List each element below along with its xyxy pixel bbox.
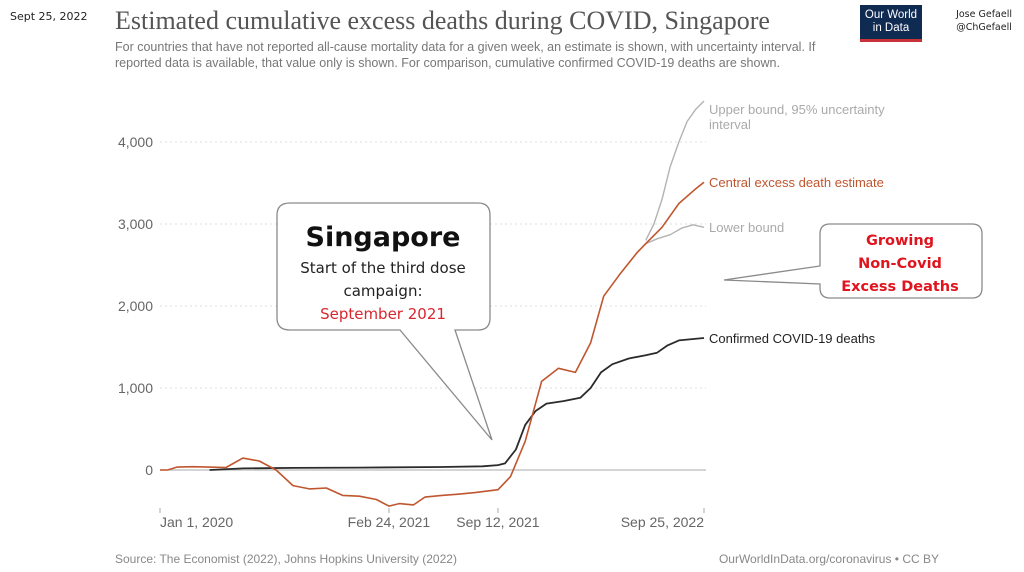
date-stamp: Sept 25, 2022 [10, 10, 88, 23]
series-label-confirmed: Confirmed COVID-19 deaths [709, 331, 876, 346]
x-tick-label: Sep 25, 2022 [621, 514, 705, 530]
series-label-upper: Upper bound, 95% uncertainty interval [709, 102, 885, 132]
y-tick-label: 4,000 [118, 134, 153, 150]
series-label-lower: Lower bound [709, 220, 784, 235]
logo-line-2: in Data [872, 22, 910, 34]
singapore-callout-line2: campaign: [343, 282, 422, 300]
growing-excess-callout: Growing Non-Covid Excess Deaths [723, 223, 983, 299]
author-credit: Jose Gefaell @ChGefaell [956, 8, 1012, 34]
growing-callout-line1: Growing [866, 233, 934, 249]
logo-line-1: Our World [864, 9, 918, 21]
series-line-central [160, 181, 705, 507]
gridlines [160, 141, 706, 471]
series-lines [160, 100, 705, 507]
growing-callout-bubble [723, 223, 983, 299]
growing-callout-line3: Excess Deaths [841, 279, 959, 295]
source-note: Source: The Economist (2022), Johns Hopk… [115, 552, 457, 566]
x-tick-label: Feb 24, 2021 [348, 514, 431, 530]
author-handle: @ChGefaell [956, 22, 1012, 33]
y-tick-label: 0 [145, 462, 153, 478]
series-line-confirmed [209, 337, 705, 471]
y-tick-label: 2,000 [118, 298, 153, 314]
x-tick-label: Sep 12, 2021 [456, 514, 540, 530]
y-tick-label: 1,000 [118, 380, 153, 396]
x-axis-ticks: Jan 1, 2020 Feb 24, 2021 Sep 12, 2021 Sep 2… [159, 508, 705, 530]
chart-title: Estimated cumulative excess deaths durin… [115, 6, 770, 35]
singapore-callout-title: Singapore [306, 222, 461, 253]
chart-subtitle: For countries that have not reported all… [115, 40, 816, 70]
author-name: Jose Gefaell [956, 9, 1012, 20]
series-line-upper [645, 100, 705, 241]
y-axis-ticks: 0 1,000 2,000 3,000 4,000 [118, 134, 153, 478]
singapore-callout-bubble [276, 202, 493, 441]
x-tick-label: Jan 1, 2020 [160, 514, 233, 530]
series-line-lower [645, 224, 705, 245]
license-link[interactable]: OurWorldInData.org/coronavirus • CC BY [718, 552, 939, 566]
singapore-callout-highlight: September 2021 [320, 305, 446, 323]
series-labels: Upper bound, 95% uncertainty interval Cent… [709, 102, 885, 346]
owid-logo[interactable]: Our World in Data [860, 5, 922, 42]
singapore-callout-line1: Start of the third dose [300, 259, 466, 277]
y-tick-label: 3,000 [118, 216, 153, 232]
series-label-central: Central excess death estimate [709, 175, 884, 190]
singapore-callout: Singapore Start of the third dose campai… [276, 202, 493, 441]
growing-callout-line2: Non-Covid [858, 256, 942, 272]
